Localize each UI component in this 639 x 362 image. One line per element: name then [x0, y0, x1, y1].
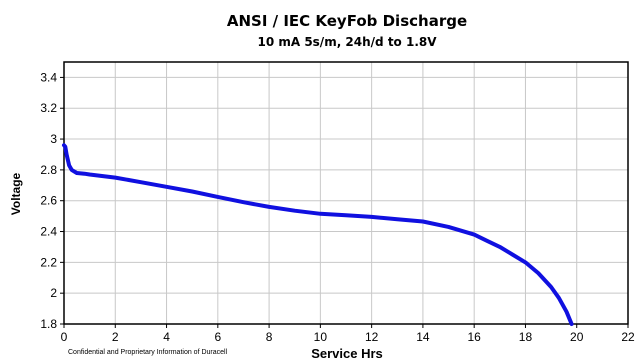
- y-tick-label: 2.2: [40, 255, 57, 269]
- y-tick-label: 3: [50, 132, 57, 146]
- plot-area-border: [63, 61, 629, 325]
- y-axis-label: Voltage: [9, 172, 23, 215]
- x-tick-label: 16: [468, 330, 482, 344]
- y-tick-label: 1.8: [40, 317, 57, 331]
- x-axis-label: Service Hrs: [311, 346, 383, 361]
- x-tick-label: 14: [416, 330, 430, 344]
- y-tick-label: 2.8: [40, 163, 57, 177]
- x-tick-label: 4: [163, 330, 170, 344]
- y-tick-label: 2: [50, 286, 57, 300]
- chart-title: ANSI / IEC KeyFob Discharge: [227, 12, 467, 30]
- discharge-series-line: [62, 143, 574, 326]
- y-tick-label: 3.2: [40, 101, 57, 115]
- x-tick-label: 6: [214, 330, 221, 344]
- y-tick-label: 2.4: [40, 225, 57, 239]
- x-tick-label: 2: [112, 330, 119, 344]
- x-tick-label: 22: [621, 330, 635, 344]
- y-axis-ticks: 1.8 2 2.2 2.4 2.6 2.8 3 3.2 3.4: [40, 70, 64, 331]
- grid-lines: [64, 62, 628, 324]
- series-layer: [62, 143, 574, 326]
- x-tick-label: 18: [519, 330, 533, 344]
- chart-subtitle: 10 mA 5s/m, 24h/d to 1.8V: [257, 35, 437, 49]
- x-tick-label: 20: [570, 330, 584, 344]
- y-tick-label: 3.4: [40, 70, 57, 84]
- x-axis-ticks: 0 2 4 6 8 10 12 14 16 18 20 22: [61, 324, 635, 344]
- x-tick-label: 10: [314, 330, 328, 344]
- x-tick-label: 8: [266, 330, 273, 344]
- x-tick-label: 12: [365, 330, 379, 344]
- confidential-note: Confidential and Proprietary Information…: [68, 349, 228, 356]
- y-tick-label: 2.6: [40, 194, 57, 208]
- x-tick-label: 0: [61, 330, 68, 344]
